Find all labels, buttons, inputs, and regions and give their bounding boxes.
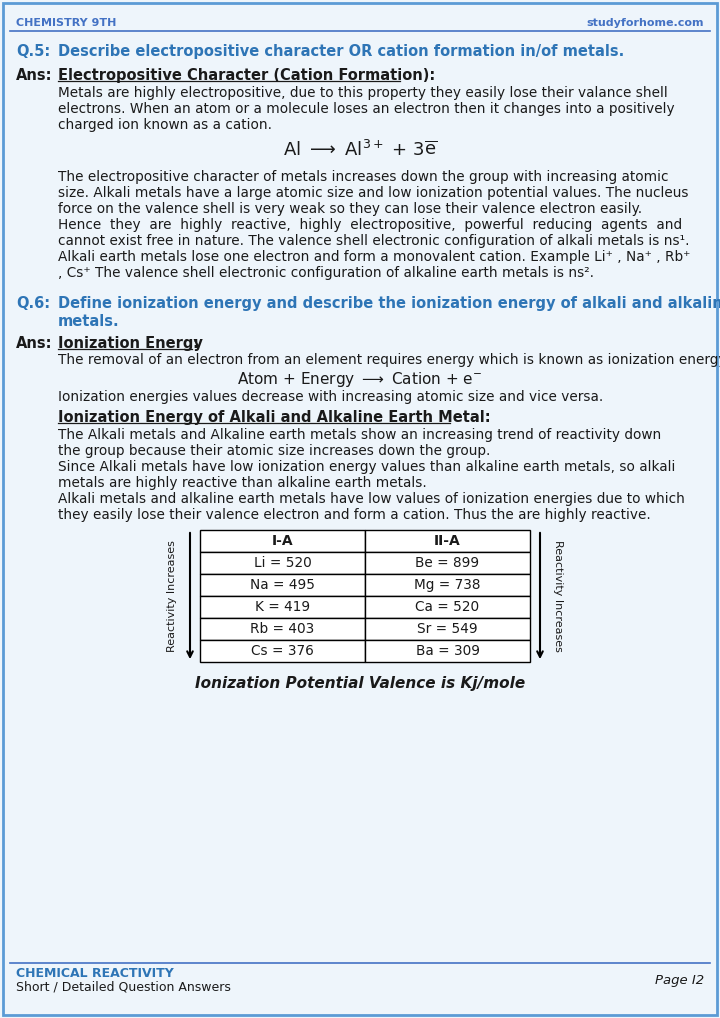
Text: Page I2: Page I2 xyxy=(655,974,704,987)
Text: Describe electropositive character OR cation formation in/of metals.: Describe electropositive character OR ca… xyxy=(58,44,624,59)
Text: Ca = 520: Ca = 520 xyxy=(415,600,480,614)
Text: Ionization Energy of Alkali and Alkaline Earth Metal:: Ionization Energy of Alkali and Alkaline… xyxy=(58,410,490,425)
Text: Reactivity Increases: Reactivity Increases xyxy=(553,541,563,652)
Text: , Cs⁺ The valence shell electronic configuration of alkaline earth metals is ns²: , Cs⁺ The valence shell electronic confi… xyxy=(58,266,594,280)
Text: Ionization energies values decrease with increasing atomic size and vice versa.: Ionization energies values decrease with… xyxy=(58,390,603,404)
Text: they easily lose their valence electron and form a cation. Thus the are highly r: they easily lose their valence electron … xyxy=(58,508,651,522)
Text: CHEMICAL REACTIVITY: CHEMICAL REACTIVITY xyxy=(16,967,174,980)
Text: Na = 495: Na = 495 xyxy=(250,578,315,592)
Text: Ionization Energy: Ionization Energy xyxy=(58,336,203,351)
Text: Ans:: Ans: xyxy=(16,336,53,351)
Text: CHEMISTRY 9TH: CHEMISTRY 9TH xyxy=(16,18,117,29)
Text: K = 419: K = 419 xyxy=(255,600,310,614)
Bar xyxy=(365,530,530,552)
Bar xyxy=(200,574,365,596)
Text: Define ionization energy and describe the ionization energy of alkali and alkali: Define ionization energy and describe th… xyxy=(58,296,720,312)
Text: size. Alkali metals have a large atomic size and low ionization potential values: size. Alkali metals have a large atomic … xyxy=(58,186,688,200)
Bar xyxy=(365,574,530,596)
Text: charged ion known as a cation.: charged ion known as a cation. xyxy=(58,118,272,132)
Text: cannot exist free in nature. The valence shell electronic configuration of alkal: cannot exist free in nature. The valence… xyxy=(58,234,690,248)
Text: metals are highly reactive than alkaline earth metals.: metals are highly reactive than alkaline… xyxy=(58,476,427,490)
Bar xyxy=(200,596,365,618)
Text: Reactivity Increases: Reactivity Increases xyxy=(167,541,177,652)
Bar xyxy=(200,552,365,574)
Text: Be = 899: Be = 899 xyxy=(415,556,480,570)
Text: Q.5:: Q.5: xyxy=(16,44,50,59)
Text: Li = 520: Li = 520 xyxy=(253,556,311,570)
Text: :: : xyxy=(192,336,198,351)
Text: Ans:: Ans: xyxy=(16,68,53,83)
Text: The electropositive character of metals increases down the group with increasing: The electropositive character of metals … xyxy=(58,170,668,184)
Text: Since Alkali metals have low ionization energy values than alkaline earth metals: Since Alkali metals have low ionization … xyxy=(58,460,675,474)
Text: II-A: II-A xyxy=(434,534,461,548)
Text: studyforhome.com: studyforhome.com xyxy=(587,18,704,29)
Text: force on the valence shell is very weak so they can lose their valence electron : force on the valence shell is very weak … xyxy=(58,202,642,216)
Text: Atom + Energy $\longrightarrow$ Cation + e$^{-}$: Atom + Energy $\longrightarrow$ Cation +… xyxy=(238,370,482,389)
Text: electrons. When an atom or a molecule loses an electron then it changes into a p: electrons. When an atom or a molecule lo… xyxy=(58,102,675,116)
Bar xyxy=(365,552,530,574)
Text: Al $\longrightarrow$ Al$^{3+}$ + 3$\overline{\rm e}$: Al $\longrightarrow$ Al$^{3+}$ + 3$\over… xyxy=(283,140,437,160)
Text: The Alkali metals and Alkaline earth metals show an increasing trend of reactivi: The Alkali metals and Alkaline earth met… xyxy=(58,428,661,442)
Bar xyxy=(365,618,530,640)
Text: Rb = 403: Rb = 403 xyxy=(251,622,315,636)
Text: Q.6:: Q.6: xyxy=(16,296,50,312)
Text: I-A: I-A xyxy=(271,534,293,548)
Text: The removal of an electron from an element requires energy which is known as ion: The removal of an electron from an eleme… xyxy=(58,353,720,367)
Text: Cs = 376: Cs = 376 xyxy=(251,644,314,658)
Text: Hence  they  are  highly  reactive,  highly  electropositive,  powerful  reducin: Hence they are highly reactive, highly e… xyxy=(58,218,682,232)
Text: metals.: metals. xyxy=(58,314,120,329)
Bar xyxy=(200,618,365,640)
Text: Metals are highly electropositive, due to this property they easily lose their v: Metals are highly electropositive, due t… xyxy=(58,86,667,100)
Bar xyxy=(365,640,530,662)
Text: Alkali earth metals lose one electron and form a monovalent cation. Example Li⁺ : Alkali earth metals lose one electron an… xyxy=(58,250,690,264)
Text: Alkali metals and alkaline earth metals have low values of ionization energies d: Alkali metals and alkaline earth metals … xyxy=(58,492,685,506)
Text: Ionization Potential Valence is Kj/mole: Ionization Potential Valence is Kj/mole xyxy=(195,676,525,691)
Text: Ba = 309: Ba = 309 xyxy=(415,644,480,658)
Bar xyxy=(365,596,530,618)
Bar xyxy=(200,530,365,552)
Bar xyxy=(200,640,365,662)
Text: the group because their atomic size increases down the group.: the group because their atomic size incr… xyxy=(58,444,490,458)
Text: Short / Detailed Question Answers: Short / Detailed Question Answers xyxy=(16,981,231,994)
Text: Sr = 549: Sr = 549 xyxy=(417,622,478,636)
Text: Electropositive Character (Cation Formation):: Electropositive Character (Cation Format… xyxy=(58,68,436,83)
Text: Mg = 738: Mg = 738 xyxy=(414,578,481,592)
